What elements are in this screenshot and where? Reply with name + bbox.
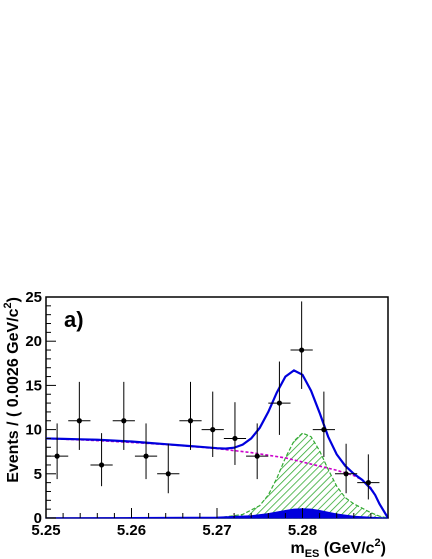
y-axis-title: Events / ( 0.0026 GeV/c2): [2, 297, 22, 483]
data-point: [98, 462, 105, 468]
x-title-main: m: [290, 540, 304, 557]
data-point-group: [112, 381, 135, 450]
x-tick-label: 5.27: [202, 522, 231, 539]
data-point-group: [357, 454, 380, 500]
y-tick-label: 5: [34, 466, 42, 483]
data-point: [121, 418, 127, 424]
data-point-group: [179, 381, 202, 450]
data-point: [299, 347, 305, 353]
x-tick-label: 5.28: [288, 522, 317, 539]
x-axis-title: mES (GeV/c2): [290, 537, 386, 559]
data-point-group: [68, 381, 91, 450]
y-title-main: Events / ( 0.0026 GeV/c: [5, 308, 22, 482]
total-fit-curve: [45, 369, 389, 519]
data-point: [165, 471, 171, 477]
data-point-group: [268, 361, 291, 435]
y-title-close: ): [5, 297, 22, 302]
fit-curves-layer: [45, 369, 389, 519]
data-point: [143, 453, 149, 459]
data-point-group: [201, 391, 224, 458]
data-point-group: [334, 443, 358, 494]
y-tick-label: 20: [25, 333, 42, 350]
peaking-component-layer: [216, 432, 389, 519]
axes-layer: 5.25 5.26 5.27 5.28 0 5 10 15 20 25: [25, 289, 389, 539]
x-title-unit-close: ): [381, 540, 386, 557]
x-title-sub: ES: [305, 548, 320, 559]
y-tick-label: 0: [34, 510, 42, 527]
data-point: [254, 453, 260, 459]
x-title-unit-open: (GeV/c: [319, 540, 374, 557]
data-point: [210, 427, 216, 433]
data-point: [187, 418, 194, 424]
data-point-group: [246, 423, 269, 480]
data-point-group: [134, 423, 158, 480]
data-point-group: [90, 433, 113, 487]
y-tick-label: 10: [25, 422, 42, 439]
y-title-sup: 2: [2, 302, 14, 308]
data-point-group: [290, 301, 313, 389]
x-tick-label: 5.25: [31, 522, 60, 539]
data-point: [343, 471, 349, 477]
data-point: [54, 453, 60, 459]
data-point-group: [312, 391, 335, 458]
data-point: [321, 427, 327, 433]
panel-label: a): [64, 307, 84, 332]
data-point: [232, 435, 238, 442]
y-tick-label: 15: [25, 377, 42, 394]
data-point: [365, 480, 371, 486]
data-point-group: [157, 443, 180, 494]
peaking-component-area: [216, 432, 389, 519]
data-point: [276, 400, 283, 406]
data-points-layer: [46, 301, 380, 500]
y-tick-label: 25: [25, 289, 42, 306]
data-point: [76, 418, 82, 424]
data-point-group: [223, 402, 247, 465]
x-title-sup: 2: [375, 537, 381, 549]
x-tick-label: 5.26: [117, 522, 146, 539]
